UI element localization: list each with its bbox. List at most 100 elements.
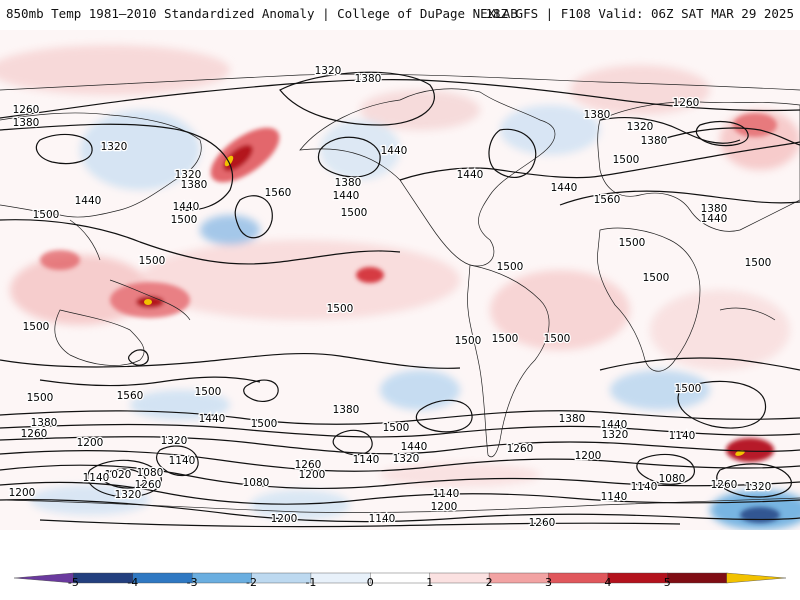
colorbar-cell xyxy=(667,572,728,584)
colorbar-tick-label: 5 xyxy=(663,576,671,589)
contour-label: 1200 xyxy=(9,487,36,499)
contour-label: 1260 xyxy=(711,479,738,491)
contour-label: 1440 xyxy=(601,419,628,431)
contour-label: 1380 xyxy=(13,117,40,129)
colorbar-cell xyxy=(548,572,609,584)
contour-label: 1140 xyxy=(433,488,460,500)
contour-label: 1320 xyxy=(627,121,654,133)
colorbar-cell xyxy=(488,572,550,584)
contour-label: 1500 xyxy=(455,335,482,347)
colorbar-tick-label: -1 xyxy=(305,576,317,589)
colorbar-cell xyxy=(132,572,193,584)
contour-label: 1560 xyxy=(265,187,292,199)
contour-label: 1080 xyxy=(137,467,164,479)
colorbar-tick-label: -2 xyxy=(246,576,258,589)
contour-label: 1380 xyxy=(181,179,208,191)
contour-label: 1500 xyxy=(23,321,50,333)
colorbar-cell xyxy=(607,572,668,584)
colorbar-cell xyxy=(429,572,490,584)
contour-label: 1200 xyxy=(431,501,458,513)
colorbar-tick-label: -3 xyxy=(186,576,198,589)
contour-label: 1140 xyxy=(601,491,628,503)
contour-label: 1440 xyxy=(381,145,408,157)
contour-label: 1080 xyxy=(243,477,270,489)
contour-label: 1200 xyxy=(77,437,104,449)
map-title: 850mb Temp 1981–2010 Standardized Anomal… xyxy=(6,6,518,21)
contour-label: 1320 xyxy=(745,481,772,493)
contour-label: 1500 xyxy=(27,392,54,404)
contour-label: 1500 xyxy=(383,422,410,434)
contour-label: 1140 xyxy=(631,481,658,493)
colorbar-tick-label: 1 xyxy=(426,576,434,589)
contour-label: 1380 xyxy=(584,109,611,121)
anomaly-hotspots xyxy=(40,113,780,523)
contour-label: 1140 xyxy=(353,454,380,466)
run-info: 18Z GFS | F108 Valid: 06Z SAT MAR 29 202… xyxy=(485,6,794,21)
contour-label: 1320 xyxy=(161,435,188,447)
contour-labels: 1320138012601380132013201380144015001560… xyxy=(7,64,772,530)
contour-label: 1440 xyxy=(551,182,578,194)
anomaly-map: 1320138012601380132013201380144015001560… xyxy=(0,30,800,530)
contour-label: 1500 xyxy=(171,214,198,226)
contour-label: 1440 xyxy=(701,213,728,225)
colorbar-tick-label: 2 xyxy=(485,576,493,589)
colorbar-tick-label: 0 xyxy=(366,576,374,589)
contour-label: 1140 xyxy=(83,472,110,484)
contour-label: 1260 xyxy=(295,459,322,471)
contour-label: 1380 xyxy=(31,417,58,429)
contour-label: 1500 xyxy=(613,154,640,166)
colorbar xyxy=(13,572,787,584)
contour-label: 1320 xyxy=(175,169,202,181)
contour-label: 1320 xyxy=(393,453,420,465)
contour-label: 1200 xyxy=(575,450,602,462)
contour-label: 1440 xyxy=(401,441,428,453)
contour-label: 1140 xyxy=(669,430,696,442)
contour-label: 1500 xyxy=(643,272,670,284)
colorbar-cell xyxy=(13,572,74,584)
contour-label: 1320 xyxy=(101,141,128,153)
contour-label: 1500 xyxy=(544,333,571,345)
colorbar-tick-label: -5 xyxy=(67,576,79,589)
contour-label: 1500 xyxy=(492,333,519,345)
contour-label: 1440 xyxy=(199,413,226,425)
contour-label: 1560 xyxy=(117,390,144,402)
colorbar-tick-label: 4 xyxy=(604,576,612,589)
contour-label: 1500 xyxy=(251,418,278,430)
colorbar-cell xyxy=(310,572,372,584)
contour-label: 1440 xyxy=(457,169,484,181)
contour-label: 1500 xyxy=(195,386,222,398)
contour-label: 1320 xyxy=(315,65,342,77)
colorbar-cell xyxy=(370,572,431,584)
contour-label: 1440 xyxy=(173,201,200,213)
contour-label: 1020 xyxy=(105,469,132,481)
contour-label: 1380 xyxy=(335,177,362,189)
contour-label: 1380 xyxy=(333,404,360,416)
contour-label: 1260 xyxy=(529,517,556,529)
contour-label: 1260 xyxy=(13,104,40,116)
contour-label: 1440 xyxy=(75,195,102,207)
contour-label: 1500 xyxy=(745,257,772,269)
colorbar-cell xyxy=(726,572,787,584)
contour-label: 1140 xyxy=(169,455,196,467)
contour-label: 1200 xyxy=(271,513,298,525)
contour-label: 1500 xyxy=(33,209,60,221)
geopotential-contours xyxy=(0,71,800,528)
contour-label: 1500 xyxy=(327,303,354,315)
contour-label: 1080 xyxy=(659,473,686,485)
colorbar-tick-label: 3 xyxy=(544,576,552,589)
contour-label: 1500 xyxy=(139,255,166,267)
contour-label: 1200 xyxy=(299,469,326,481)
contour-label: 1320 xyxy=(115,489,142,501)
contour-label: 1500 xyxy=(675,383,702,395)
contour-label: 1380 xyxy=(701,203,728,215)
contour-label: 1260 xyxy=(135,479,162,491)
contour-label: 1260 xyxy=(507,443,534,455)
contour-label: 1380 xyxy=(559,413,586,425)
contour-label: 1260 xyxy=(21,428,48,440)
contour-label: 1440 xyxy=(333,190,360,202)
colorbar-cell xyxy=(191,572,253,584)
contour-label: 1320 xyxy=(602,429,629,441)
contour-label: 1380 xyxy=(355,73,382,85)
contour-label: 1500 xyxy=(619,237,646,249)
contour-label: 1140 xyxy=(369,513,396,525)
